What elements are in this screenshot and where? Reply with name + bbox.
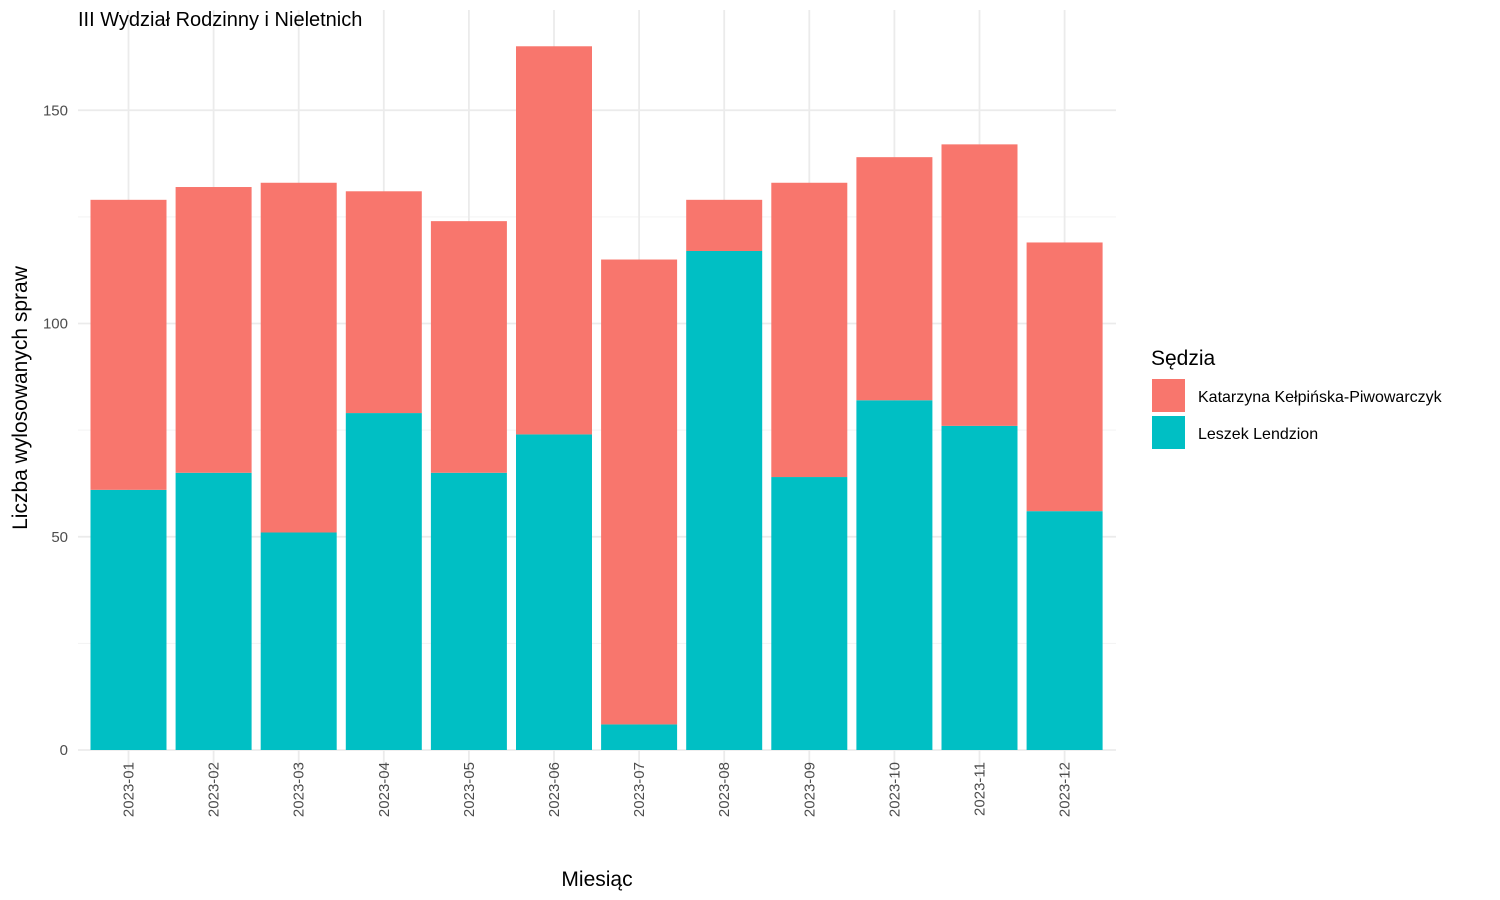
bar-segment-lendzion-2023-01 [90, 489, 167, 750]
bar-segment-lendzion-2023-09 [771, 477, 848, 750]
bar-segment-lendzion-2023-12 [1026, 511, 1103, 750]
bar-segment-kelpinska-2023-04 [345, 191, 422, 414]
legend-swatch [1152, 379, 1185, 412]
bar-segment-kelpinska-2023-11 [941, 144, 1018, 426]
x-tick-label: 2023-12 [1057, 762, 1074, 817]
y-axis-ticks: 0 50 100 150 [43, 102, 68, 759]
x-tick-label: 2023-01 [121, 762, 138, 817]
bar-segment-kelpinska-2023-10 [856, 157, 933, 401]
legend-title: Sędzia [1151, 347, 1216, 370]
bar-segment-lendzion-2023-03 [260, 532, 337, 750]
y-tick-label: 150 [43, 102, 68, 119]
x-tick-label: 2023-08 [716, 762, 733, 817]
bar-segment-lendzion-2023-07 [601, 724, 678, 750]
bar-segment-lendzion-2023-11 [941, 425, 1018, 750]
legend-label: Leszek Lendzion [1198, 426, 1318, 443]
x-tick-label: 2023-10 [886, 762, 903, 817]
legend-swatch [1152, 416, 1185, 449]
legend: Sędzia Katarzyna Kełpińska-Piwowarczyk Le… [1151, 347, 1443, 449]
legend-label: Katarzyna Kełpińska-Piwowarczyk [1198, 389, 1443, 406]
x-tick-label: 2023-04 [376, 762, 393, 817]
x-axis-title: Miesiąc [561, 868, 632, 891]
bar-segment-lendzion-2023-10 [856, 400, 933, 750]
bar-segment-kelpinska-2023-06 [516, 46, 592, 435]
bars [90, 46, 1103, 750]
bar-segment-kelpinska-2023-09 [771, 182, 848, 478]
y-tick-label: 0 [60, 742, 68, 759]
bar-segment-kelpinska-2023-07 [601, 259, 678, 725]
x-tick-label: 2023-05 [461, 762, 478, 817]
bar-segment-kelpinska-2023-12 [1026, 242, 1103, 512]
bar-segment-lendzion-2023-04 [345, 413, 422, 750]
bar-segment-kelpinska-2023-03 [260, 182, 337, 533]
bar-segment-kelpinska-2023-02 [175, 187, 252, 473]
x-tick-label: 2023-06 [546, 762, 563, 817]
chart-title: III Wydział Rodzinny i Nieletnich [78, 9, 362, 31]
bar-segment-lendzion-2023-08 [686, 250, 763, 750]
bar-segment-kelpinska-2023-05 [430, 221, 507, 473]
x-tick-label: 2023-03 [291, 762, 308, 817]
x-tick-label: 2023-09 [801, 762, 818, 817]
x-tick-label: 2023-07 [631, 762, 648, 817]
x-tick-label: 2023-11 [972, 762, 989, 816]
x-tick-label: 2023-02 [206, 762, 223, 817]
x-axis-ticks: 2023-01 2023-02 2023-03 2023-04 2023-05 2023-… [121, 762, 1074, 817]
y-tick-label: 50 [51, 529, 68, 546]
bar-segment-kelpinska-2023-08 [686, 199, 763, 251]
y-axis-title: Liczba wylosowanych spraw [9, 265, 32, 530]
bar-segment-lendzion-2023-05 [430, 472, 507, 750]
bar-segment-kelpinska-2023-01 [90, 199, 167, 490]
bar-segment-lendzion-2023-02 [175, 472, 252, 750]
bar-segment-lendzion-2023-06 [516, 434, 592, 750]
y-tick-label: 100 [43, 316, 68, 333]
